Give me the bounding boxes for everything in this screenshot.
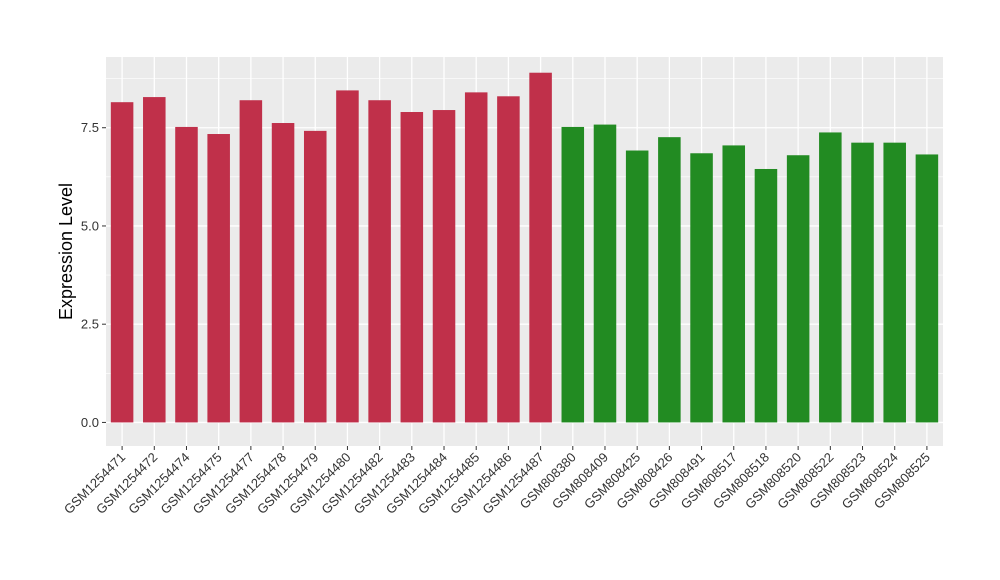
bar-GSM1254474: [175, 126, 198, 423]
bar-GSM808520: [786, 155, 810, 423]
bar-GSM808491: [690, 153, 713, 423]
y-axis-title: Expression Level: [56, 183, 76, 320]
bar-GSM808409: [593, 124, 617, 423]
x-axis: GSM1254471GSM1254472GSM1254474GSM1254475…: [61, 446, 933, 517]
bar-GSM808517: [722, 145, 746, 423]
bar-GSM808523: [851, 142, 874, 423]
bar-GSM1254472: [143, 97, 166, 423]
bar-GSM808380: [561, 126, 585, 423]
bar-GSM1254477: [239, 100, 263, 423]
bar-GSM1254480: [336, 90, 359, 423]
y-axis: 0.0 2.5 5.0 7.5: [81, 120, 106, 430]
y-tick-label: 2.5: [81, 317, 99, 332]
bar-GSM1254486: [497, 96, 520, 423]
bar-GSM808425: [625, 150, 649, 423]
plot-panel: [106, 57, 943, 446]
bar-GSM1254485: [464, 92, 488, 423]
bars: [110, 72, 939, 423]
bar-GSM808426: [658, 137, 681, 423]
y-tick-label: 0.0: [81, 415, 99, 430]
bar-GSM1254479: [303, 130, 327, 423]
bar-GSM1254484: [432, 110, 456, 423]
bar-GSM808522: [819, 132, 842, 423]
y-tick-label: 5.0: [81, 218, 99, 233]
bar-GSM1254471: [110, 102, 134, 423]
y-tick-label: 7.5: [81, 120, 99, 135]
bar-GSM808524: [883, 142, 906, 423]
bar-GSM808518: [754, 168, 778, 423]
bar-GSM1254482: [368, 100, 391, 423]
bar-GSM1254483: [400, 112, 424, 423]
bar-GSM1254475: [207, 134, 230, 423]
bar-GSM1254487: [529, 72, 552, 423]
bar-GSM808525: [915, 154, 939, 423]
bar-GSM1254478: [271, 123, 295, 423]
